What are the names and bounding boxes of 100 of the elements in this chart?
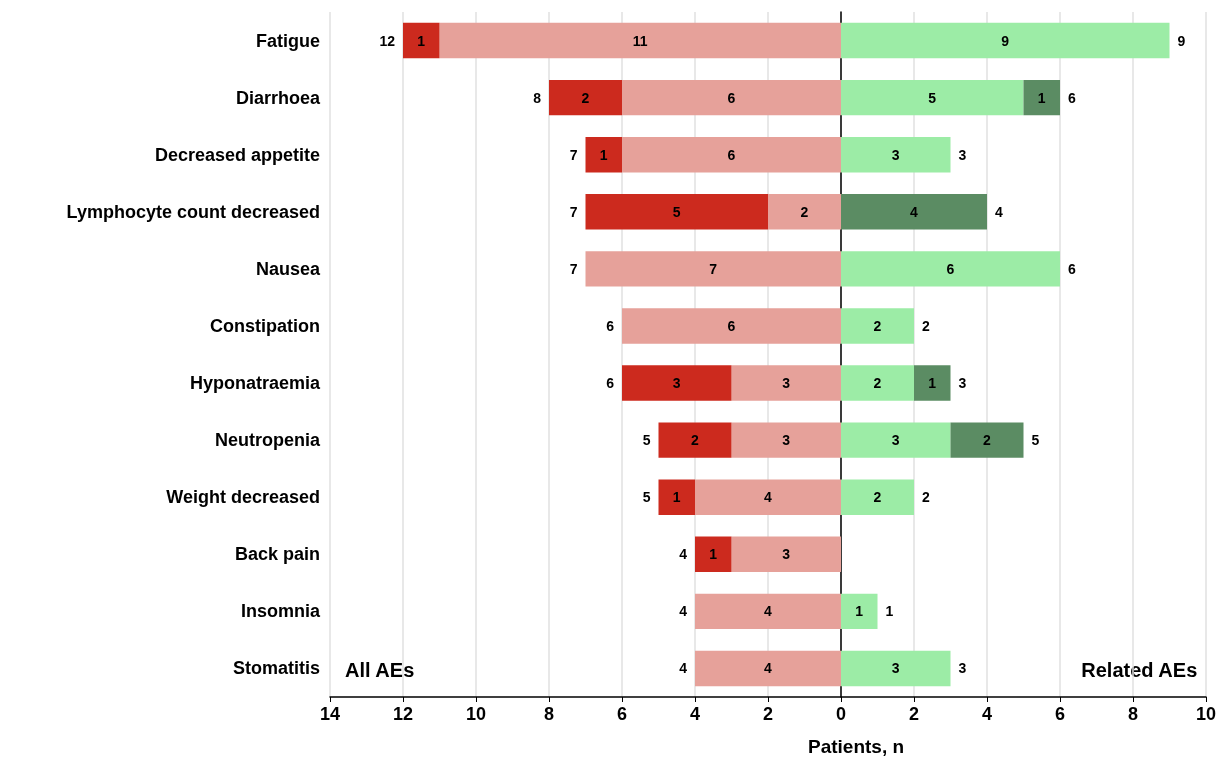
text: 4 <box>679 603 687 620</box>
y-tick-label: Diarrhoea <box>235 87 321 108</box>
bar <box>841 22 1170 59</box>
y-tick-label: Fatigue <box>255 30 320 51</box>
x-tick-label: 14 <box>319 704 341 724</box>
data-label: 2 <box>581 89 590 106</box>
y-tick-label: Nausea <box>255 258 321 279</box>
bar <box>731 365 841 401</box>
data-label: 5 <box>672 203 681 220</box>
bar <box>549 79 622 116</box>
data-label: 4 <box>764 489 773 506</box>
data-label: 1 <box>599 146 608 163</box>
y-tick-label: Constipation <box>210 315 320 336</box>
data-label: 9 <box>1177 32 1186 49</box>
data-label: 1 <box>417 32 426 49</box>
x-tick-label: 10 <box>465 704 487 724</box>
bar <box>841 479 914 515</box>
y-tick-label: Neutropenia <box>214 430 321 451</box>
y-tick-label: Insomnia <box>240 601 321 622</box>
data-label: 2 <box>800 203 809 220</box>
text: 5 <box>642 489 651 506</box>
x-tick-label: 4 <box>981 704 993 724</box>
data-label: 4 <box>995 203 1003 220</box>
data-label: 3 <box>782 375 791 392</box>
bar <box>841 593 878 630</box>
data-label: 5 <box>928 89 937 106</box>
bar <box>585 251 841 287</box>
data-label: 6 <box>727 89 736 106</box>
text: 5 <box>1031 432 1040 449</box>
data-label: 3 <box>958 660 967 677</box>
text: 6 <box>946 260 955 277</box>
y-tick-label: Lymphocyte count decreased <box>66 201 320 222</box>
x-tick-label: 2 <box>908 704 920 724</box>
bar <box>658 479 695 515</box>
text: 7 <box>569 146 578 163</box>
data-label: 1 <box>672 489 681 506</box>
bar <box>622 79 841 116</box>
bar <box>403 22 440 59</box>
bar <box>841 79 1024 116</box>
text: 4 <box>910 203 918 220</box>
bar <box>695 650 841 687</box>
annotation: Related AEs <box>1081 659 1198 681</box>
data-label: 3 <box>958 146 967 163</box>
data-label: 3 <box>782 432 791 449</box>
text: 2 <box>922 489 930 506</box>
text: 4 <box>679 546 687 563</box>
bar <box>622 137 841 173</box>
data-label: 1 <box>855 603 864 620</box>
bar <box>914 365 951 401</box>
bar <box>950 422 1024 458</box>
bar <box>841 251 1060 287</box>
data-label: 3 <box>891 432 900 449</box>
data-label: 3 <box>672 375 681 392</box>
bar <box>768 194 841 230</box>
text: 6 <box>1068 89 1076 106</box>
data-label: 4 <box>764 603 773 620</box>
y-tick-label: Stomatitis <box>232 658 320 679</box>
bar <box>622 308 841 344</box>
text: 5 <box>642 432 651 449</box>
bar <box>841 422 951 458</box>
bar <box>1023 79 1060 116</box>
x-tick-label: 12 <box>392 704 414 724</box>
data-label: 2 <box>873 375 882 392</box>
data-label: 2 <box>873 317 882 334</box>
text: 6 <box>606 317 614 334</box>
x-tick-label: 6 <box>616 704 628 724</box>
bar <box>841 137 951 173</box>
x-tick-label: 8 <box>1127 704 1139 724</box>
y-tick-label: Weight decreased <box>166 487 320 508</box>
text: 3 <box>891 146 900 163</box>
data-label: 6 <box>1068 260 1076 277</box>
x-tick-label: 6 <box>1054 704 1066 724</box>
text: 12 <box>379 32 395 49</box>
x-tick-label: 0 <box>835 704 847 724</box>
data-label: 1 <box>928 375 937 392</box>
bar <box>841 194 987 230</box>
x-tick-label: 8 <box>543 704 555 724</box>
data-label: 7 <box>709 260 718 277</box>
text: 7 <box>569 203 578 220</box>
bar <box>585 194 768 230</box>
data-label: 2 <box>691 432 700 449</box>
bar <box>622 365 732 401</box>
bar <box>695 536 732 572</box>
y-tick-label: Back pain <box>234 544 320 565</box>
bar <box>585 137 622 173</box>
text: 1 <box>885 603 894 620</box>
text: 3 <box>958 375 967 392</box>
data-label: 1 <box>1037 89 1046 106</box>
x-tick-label: 10 <box>1195 704 1217 724</box>
data-label: 2 <box>873 489 882 506</box>
data-label: 6 <box>727 146 736 163</box>
annotation: All AEs <box>345 659 415 681</box>
bar <box>841 365 914 401</box>
bar <box>658 422 732 458</box>
data-label: 6 <box>727 317 736 334</box>
data-label: 2 <box>983 432 992 449</box>
x-tick-label: 4 <box>689 704 701 724</box>
text: 2 <box>922 317 930 334</box>
bar <box>695 479 841 515</box>
text: 9 <box>1001 32 1010 49</box>
